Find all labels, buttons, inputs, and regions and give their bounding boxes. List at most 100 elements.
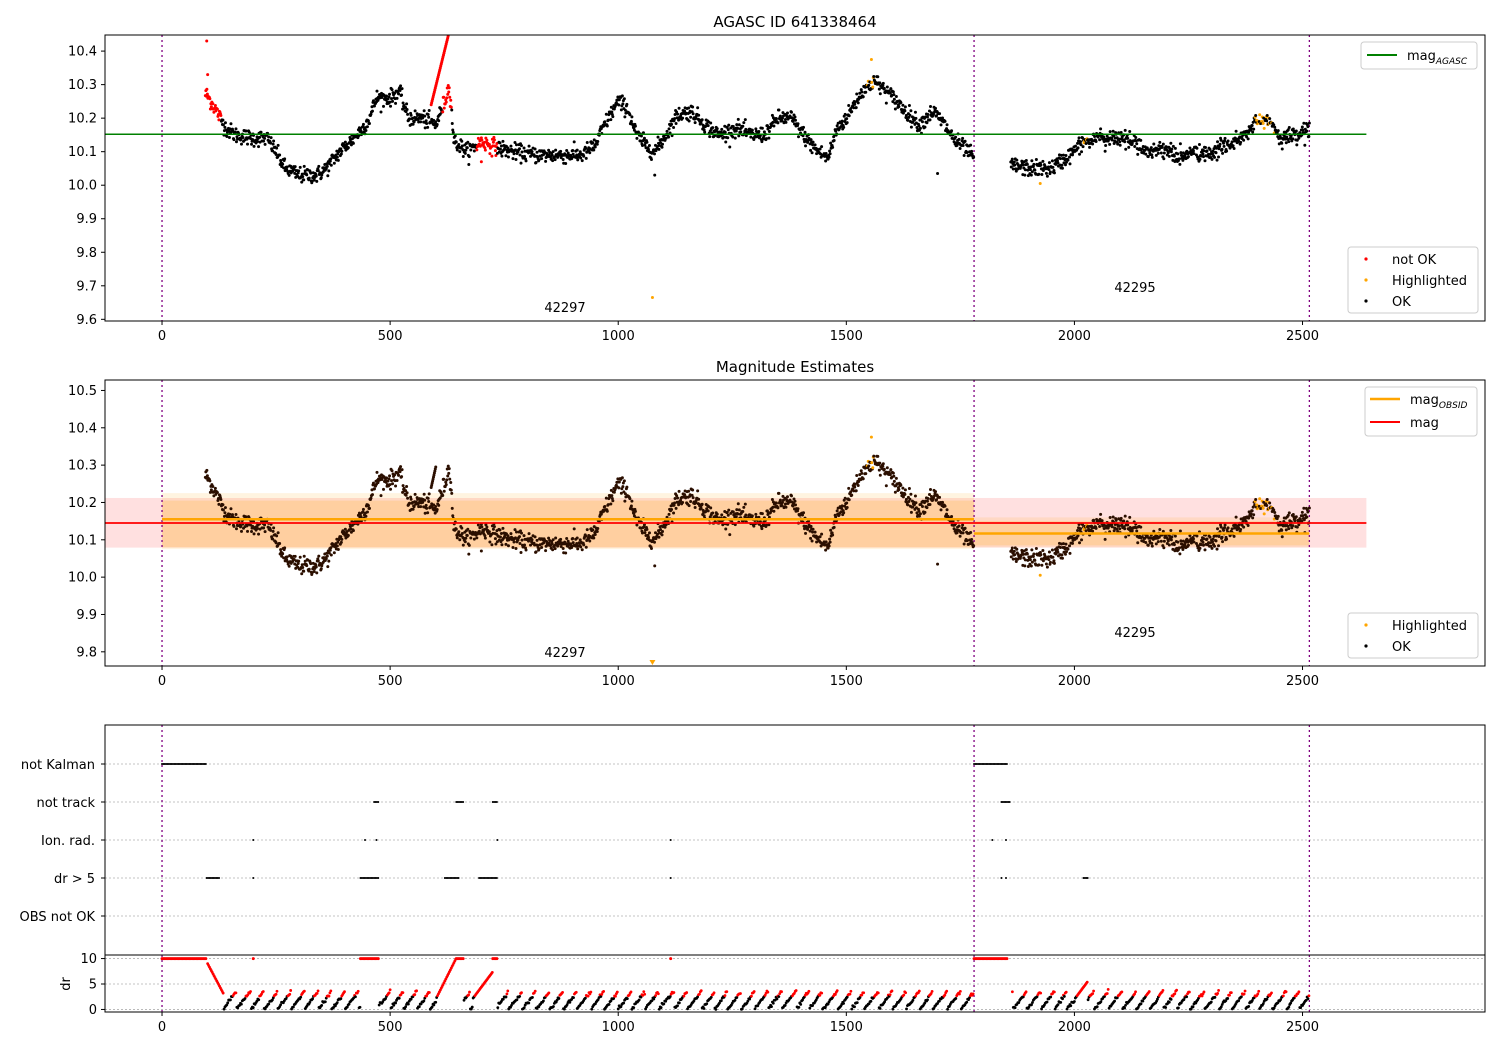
data-point <box>945 123 949 127</box>
data-point <box>640 531 644 535</box>
data-point <box>427 492 431 496</box>
data-point <box>907 500 911 504</box>
data-point <box>370 109 374 113</box>
data-point <box>251 524 255 528</box>
dr-point <box>356 989 360 993</box>
data-point <box>878 81 882 85</box>
data-point <box>1276 514 1280 518</box>
data-point <box>513 536 517 540</box>
data-point <box>498 528 502 532</box>
data-point <box>619 108 623 112</box>
dr-point <box>327 994 331 998</box>
data-point <box>320 564 324 568</box>
data-point <box>1034 547 1038 551</box>
dr-point <box>299 995 303 999</box>
data-point <box>395 478 399 482</box>
flag-mark <box>166 763 169 765</box>
data-point <box>656 135 660 139</box>
data-point <box>250 530 254 534</box>
dr-point <box>409 997 413 1001</box>
data-point <box>1104 144 1108 148</box>
data-point <box>298 165 302 169</box>
data-point <box>1287 140 1291 144</box>
data-point <box>972 544 976 548</box>
panel1-title: AGASC ID 641338464 <box>713 13 876 31</box>
data-point <box>1286 524 1290 528</box>
flag-mark <box>979 763 982 765</box>
panel1-obsid-label-2: 42295 <box>1114 281 1155 296</box>
data-point <box>223 125 227 129</box>
data-point <box>453 134 457 138</box>
data-point <box>734 129 738 133</box>
data-point <box>329 546 333 550</box>
flag-mark <box>187 763 190 765</box>
data-point <box>630 115 634 119</box>
flag-mark <box>212 877 215 879</box>
data-point <box>760 527 764 531</box>
flag-mark <box>494 877 497 879</box>
data-point <box>957 137 961 141</box>
dr-point <box>279 1003 283 1007</box>
data-point <box>369 496 373 500</box>
data-point <box>426 125 430 129</box>
data-point <box>387 95 391 99</box>
dr-point <box>234 991 238 995</box>
data-point <box>1126 523 1130 527</box>
data-point <box>1037 563 1041 567</box>
data-point <box>1088 145 1092 149</box>
data-point <box>1108 130 1112 134</box>
data-point <box>460 139 464 143</box>
data-point <box>828 537 832 541</box>
data-point <box>1128 515 1132 519</box>
panel-flags: not Kalman not track Ion. rad. dr > 5 OB… <box>20 724 1486 956</box>
data-point <box>903 492 907 496</box>
flag-mark <box>1003 763 1006 765</box>
data-point <box>467 155 471 159</box>
data-point <box>1280 141 1284 145</box>
data-point <box>1280 535 1284 539</box>
dr-point <box>397 996 401 1000</box>
flag-mark <box>215 877 218 879</box>
data-point <box>596 140 600 144</box>
flag-mark <box>163 763 166 765</box>
data-point <box>1062 550 1066 554</box>
data-point <box>1039 163 1043 167</box>
data-point <box>849 490 853 494</box>
data-point <box>1162 546 1166 550</box>
dr-point <box>506 989 510 993</box>
data-point <box>336 152 340 156</box>
data-point <box>1010 157 1014 161</box>
data-point <box>889 468 893 472</box>
data-point <box>934 106 938 110</box>
data-point <box>850 493 854 497</box>
data-point <box>1052 559 1056 563</box>
data-point <box>457 530 461 534</box>
data-point <box>1080 538 1084 542</box>
data-point <box>444 480 448 484</box>
data-point <box>335 544 339 548</box>
flag-mark <box>182 763 185 765</box>
data-point <box>1112 142 1116 146</box>
data-point <box>472 149 476 153</box>
data-point <box>709 121 713 125</box>
data-point <box>1114 518 1118 522</box>
data-point <box>860 90 864 94</box>
dr-point <box>505 992 509 996</box>
data-point <box>1026 565 1030 569</box>
data-point <box>811 143 815 147</box>
data-point <box>281 162 285 166</box>
data-point <box>1223 136 1227 140</box>
data-point <box>635 523 639 527</box>
data-point <box>803 130 807 134</box>
data-point <box>522 146 526 150</box>
data-point <box>1208 147 1212 151</box>
data-point <box>520 538 524 542</box>
data-point <box>764 523 768 527</box>
dr-point <box>329 989 333 993</box>
data-point <box>780 501 784 505</box>
data-point <box>451 130 455 134</box>
flag-mark <box>181 763 184 765</box>
dr-point <box>221 991 225 995</box>
data-point <box>1010 546 1014 550</box>
data-point <box>914 116 918 120</box>
